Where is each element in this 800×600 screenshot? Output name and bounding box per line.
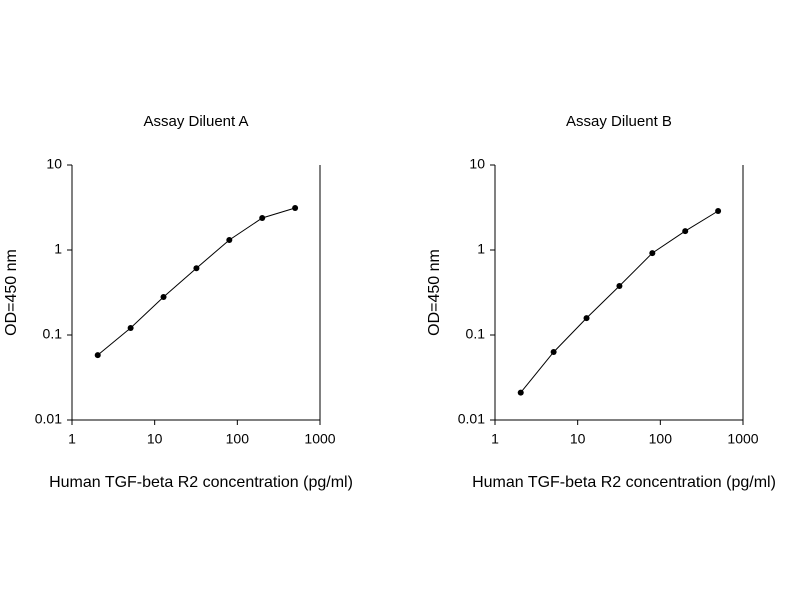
data-point bbox=[127, 324, 134, 331]
chart-title: Assay Diluent A bbox=[143, 113, 248, 130]
chart: Assay Diluent A Human TGF-beta R2 concent… bbox=[3, 113, 353, 491]
data-point bbox=[517, 389, 524, 396]
x-tick-label: 1000 bbox=[727, 431, 758, 447]
y-tick-label: 0.01 bbox=[458, 411, 485, 427]
data-point bbox=[715, 207, 722, 214]
y-tick-label: 0.1 bbox=[43, 326, 63, 342]
chart-title: Assay Diluent B bbox=[566, 113, 672, 130]
data-point bbox=[550, 349, 557, 356]
y-axis-label: OD=450 nm bbox=[3, 249, 20, 336]
y-tick-label: 10 bbox=[46, 156, 62, 172]
data-point bbox=[292, 204, 299, 211]
chart: Assay Diluent B Human TGF-beta R2 concent… bbox=[426, 113, 776, 491]
data-point bbox=[94, 352, 101, 359]
data-point bbox=[616, 283, 623, 290]
data-point bbox=[193, 265, 200, 272]
x-tick-label: 10 bbox=[570, 431, 586, 447]
curve bbox=[520, 210, 719, 393]
x-tick-label: 100 bbox=[226, 431, 250, 447]
y-tick-label: 0.1 bbox=[466, 326, 486, 342]
y-axis-label: OD=450 nm bbox=[426, 249, 443, 336]
axis-frame bbox=[494, 165, 744, 421]
data-point bbox=[160, 293, 167, 300]
y-tick-label: 0.01 bbox=[35, 411, 62, 427]
x-tick-label: 1000 bbox=[304, 431, 335, 447]
data-point bbox=[583, 315, 590, 322]
x-axis-label: Human TGF-beta R2 concentration (pg/ml) bbox=[49, 474, 353, 491]
data-point bbox=[259, 214, 266, 221]
y-tick-label: 10 bbox=[469, 156, 485, 172]
y-tick-label: 1 bbox=[54, 241, 62, 257]
axis-frame bbox=[71, 165, 321, 421]
x-tick-label: 10 bbox=[147, 431, 163, 447]
data-point bbox=[682, 228, 689, 235]
curve bbox=[97, 207, 296, 356]
x-tick-label: 1 bbox=[491, 431, 499, 447]
x-axis-label: Human TGF-beta R2 concentration (pg/ml) bbox=[472, 474, 776, 491]
data-point bbox=[649, 250, 656, 257]
data-point bbox=[226, 237, 233, 244]
y-tick-label: 1 bbox=[477, 241, 485, 257]
x-tick-label: 100 bbox=[649, 431, 673, 447]
x-tick-label: 1 bbox=[68, 431, 76, 447]
